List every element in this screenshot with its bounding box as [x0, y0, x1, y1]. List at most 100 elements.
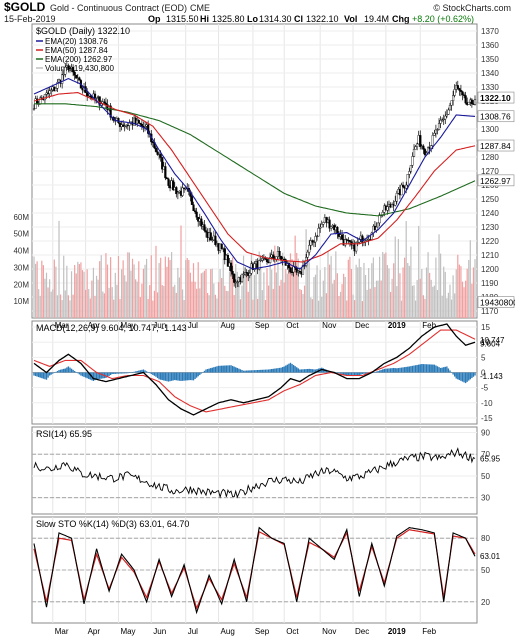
legend-label: Volume 19,430,800: [45, 64, 114, 73]
macd-histogram-bar: [227, 365, 229, 373]
volume-bar: [250, 253, 252, 318]
volume-bar: [174, 284, 176, 318]
volume-bar: [374, 287, 376, 318]
macd-line: [33, 323, 476, 416]
volume-bar: [249, 266, 251, 318]
y-tick-label: 90: [481, 428, 490, 437]
y-tick-label: 50: [481, 566, 490, 575]
macd-histogram-bar: [222, 365, 224, 373]
volume-axis-label: 30M: [13, 263, 29, 272]
macd-histogram-bar: [166, 372, 168, 382]
macd-tag: 9.604: [480, 339, 501, 348]
volume-bar: [92, 267, 95, 318]
macd-histogram-bar: [314, 369, 317, 373]
macd-histogram-bar: [242, 370, 245, 373]
sto-tag: 63.01: [480, 552, 501, 561]
price-bar-body: [386, 206, 389, 211]
volume-bar: [333, 279, 335, 318]
price-bar-body: [461, 91, 464, 96]
macd-histogram-bar: [269, 369, 271, 373]
volume-bar: [196, 288, 198, 318]
macd-histogram-bar: [402, 367, 404, 373]
y-tick-label: 10: [481, 338, 490, 347]
volume-bar: [388, 268, 390, 318]
macd-histogram-bar: [52, 372, 54, 374]
volume-bar: [267, 285, 270, 318]
price-bar-body: [381, 212, 384, 216]
volume-bar: [419, 278, 421, 318]
volume-bar: [377, 280, 379, 318]
panel-title: Slow STO %K(14) %D(3) 63.01, 64.70: [36, 519, 189, 529]
macd-histogram-bar: [405, 366, 407, 373]
macd-histogram-bar: [256, 370, 259, 373]
macd-histogram-bar: [403, 367, 406, 373]
volume-axis-label: 20M: [13, 280, 29, 289]
price-bar-body: [467, 101, 470, 105]
macd-histogram-bar: [469, 372, 472, 380]
macd-histogram-bar: [294, 366, 296, 373]
volume-bar: [394, 236, 396, 318]
volume-bar: [152, 300, 154, 318]
volume-bar: [225, 290, 227, 318]
volume-bar: [321, 296, 323, 318]
price-bar-body: [128, 122, 131, 126]
price-bar-body: [220, 243, 223, 250]
volume-bar: [186, 257, 188, 318]
macd-histogram-bar: [306, 368, 309, 373]
volume-axis-label: 60M: [13, 213, 29, 222]
macd-histogram-bar: [39, 372, 41, 378]
quote-date: 15-Feb-2019: [4, 14, 56, 24]
macd-histogram-bar: [310, 369, 312, 373]
macd-histogram-bar: [313, 369, 315, 373]
volume-bar: [172, 286, 174, 318]
macd-histogram-bar: [386, 368, 389, 373]
volume-bar: [328, 264, 331, 318]
volume-bar: [255, 266, 257, 318]
price-bar-body: [165, 177, 169, 180]
volume-bar: [242, 255, 245, 318]
macd-histogram-bar: [77, 372, 79, 374]
volume-bar: [205, 268, 207, 318]
price-tag-box: [477, 296, 515, 308]
volume-bar: [61, 300, 63, 318]
volume-bar: [360, 266, 362, 318]
legend-label: EMA(20) 1308.76: [45, 37, 108, 46]
macd-histogram-bar: [36, 372, 38, 377]
price-bar-body: [473, 99, 477, 105]
macd-histogram-bar: [180, 372, 182, 381]
price-bar-body: [287, 263, 291, 269]
volume-bar: [55, 266, 57, 318]
macd-histogram-bar: [363, 372, 365, 374]
volume-bar: [139, 297, 141, 318]
volume-bar: [449, 284, 451, 318]
volume-bar: [422, 295, 424, 318]
volume-bar: [141, 283, 143, 318]
volume-bar: [322, 280, 324, 318]
macd-signal-line: [33, 329, 476, 413]
macd-histogram-bar: [355, 372, 357, 376]
volume-bar: [436, 290, 439, 318]
price-bar-body: [248, 273, 251, 276]
y-tick-label: 1340: [481, 69, 499, 78]
macd-histogram-bar: [421, 364, 423, 373]
macd-histogram-bar: [161, 372, 163, 381]
price-bar-body: [330, 226, 333, 229]
volume-bar: [116, 284, 118, 318]
volume-bar: [327, 250, 329, 318]
macd-histogram-bar: [396, 368, 398, 373]
macd-histogram-bar: [202, 372, 204, 373]
macd-histogram-bar: [391, 368, 393, 373]
macd-histogram-bar: [383, 368, 385, 373]
volume-bar: [407, 263, 409, 318]
x-tick-label: Jun: [153, 321, 166, 330]
macd-histogram-bar: [81, 372, 84, 377]
volume-bar: [400, 300, 403, 318]
price-bar-body: [470, 99, 473, 104]
price-bar-body: [269, 256, 272, 263]
volume-bar: [257, 298, 259, 318]
volume-bar: [67, 295, 70, 318]
volume-bar: [169, 260, 171, 318]
volume-bar: [38, 289, 40, 318]
price-bar-body: [400, 184, 403, 196]
volume-bar: [414, 300, 417, 318]
